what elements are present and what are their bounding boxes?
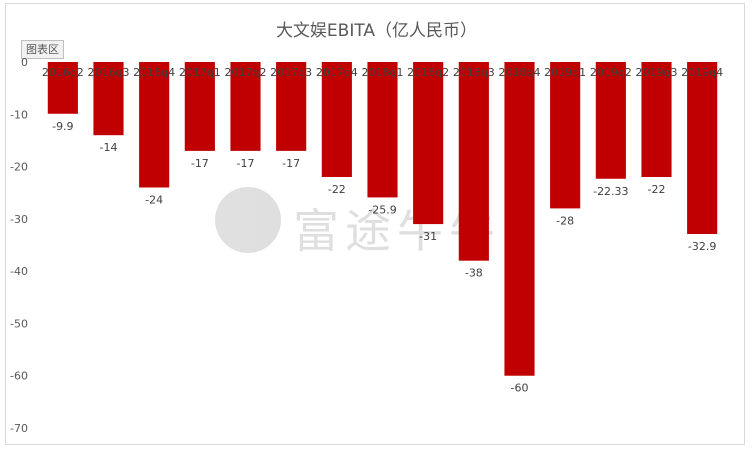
y-tick-label: -50 bbox=[10, 317, 28, 330]
bar bbox=[93, 62, 124, 136]
bars bbox=[47, 62, 718, 376]
category-label: 2018q4 bbox=[499, 66, 541, 79]
bar bbox=[321, 62, 352, 178]
category-label: 2018q2 bbox=[407, 66, 449, 79]
bar bbox=[413, 62, 444, 225]
bar bbox=[687, 62, 718, 235]
y-axis: 0 -10 -20 -30 -40 -50 -60 -70 bbox=[10, 56, 28, 435]
data-label: -17 bbox=[237, 157, 255, 170]
data-label: -22.33 bbox=[593, 185, 628, 198]
chart-title: 大文娱EBITA（亿人民币） bbox=[275, 21, 478, 41]
category-label: 2016q3 bbox=[88, 66, 130, 79]
category-label: 2017q1 bbox=[179, 66, 221, 79]
bar bbox=[47, 62, 78, 114]
category-label: 2019q3 bbox=[636, 66, 678, 79]
bar bbox=[458, 62, 489, 261]
category-label: 2018q3 bbox=[453, 66, 495, 79]
y-tick-label: -40 bbox=[10, 265, 28, 278]
category-label: 2018q1 bbox=[362, 66, 404, 79]
chart-area-tag[interactable]: 图表区 bbox=[21, 40, 64, 59]
data-labels: -9.9 -14 -24 -17 -17 -17 -22 -25.9 -31 -38 -60 -28 -… bbox=[52, 120, 716, 395]
bar bbox=[504, 62, 535, 376]
data-label: -38 bbox=[465, 267, 483, 280]
bar bbox=[139, 62, 170, 188]
data-label: -9.9 bbox=[52, 120, 73, 133]
watermark-logo-icon bbox=[215, 187, 281, 253]
y-tick-label: -30 bbox=[10, 213, 28, 226]
data-label: -24 bbox=[145, 193, 163, 206]
bar bbox=[641, 62, 672, 178]
data-label: -28 bbox=[556, 214, 574, 227]
bar bbox=[550, 62, 581, 209]
category-label: 2017q2 bbox=[225, 66, 267, 79]
data-label: -31 bbox=[419, 230, 437, 243]
category-labels: 2016q2 2016q3 2016q4 2017q1 2017q2 2017q3 2017… bbox=[42, 66, 723, 79]
bar bbox=[184, 62, 215, 151]
y-tick-label: -60 bbox=[10, 370, 28, 383]
y-tick-label: -70 bbox=[10, 422, 28, 435]
bar bbox=[367, 62, 398, 198]
y-tick-label: -20 bbox=[10, 161, 28, 174]
data-label: -22 bbox=[648, 183, 666, 196]
category-label: 2016q4 bbox=[133, 66, 175, 79]
bar bbox=[230, 62, 261, 151]
category-label: 2019q4 bbox=[681, 66, 723, 79]
category-label: 2019q1 bbox=[544, 66, 586, 79]
category-label: 2017q3 bbox=[270, 66, 312, 79]
category-label: 2017q4 bbox=[316, 66, 358, 79]
y-tick-label: -10 bbox=[10, 108, 28, 121]
data-label: -17 bbox=[282, 157, 300, 170]
bar bbox=[595, 62, 626, 179]
data-label: -17 bbox=[191, 157, 209, 170]
data-label: -60 bbox=[511, 382, 529, 395]
bar bbox=[276, 62, 307, 151]
data-label: -14 bbox=[100, 141, 118, 154]
data-label: -22 bbox=[328, 183, 346, 196]
category-label: 2019q2 bbox=[590, 66, 632, 79]
y-tick-label: 0 bbox=[21, 56, 28, 69]
data-label: -32.9 bbox=[688, 240, 716, 253]
data-label: -25.9 bbox=[368, 203, 396, 216]
category-label: 2016q2 bbox=[42, 66, 84, 79]
